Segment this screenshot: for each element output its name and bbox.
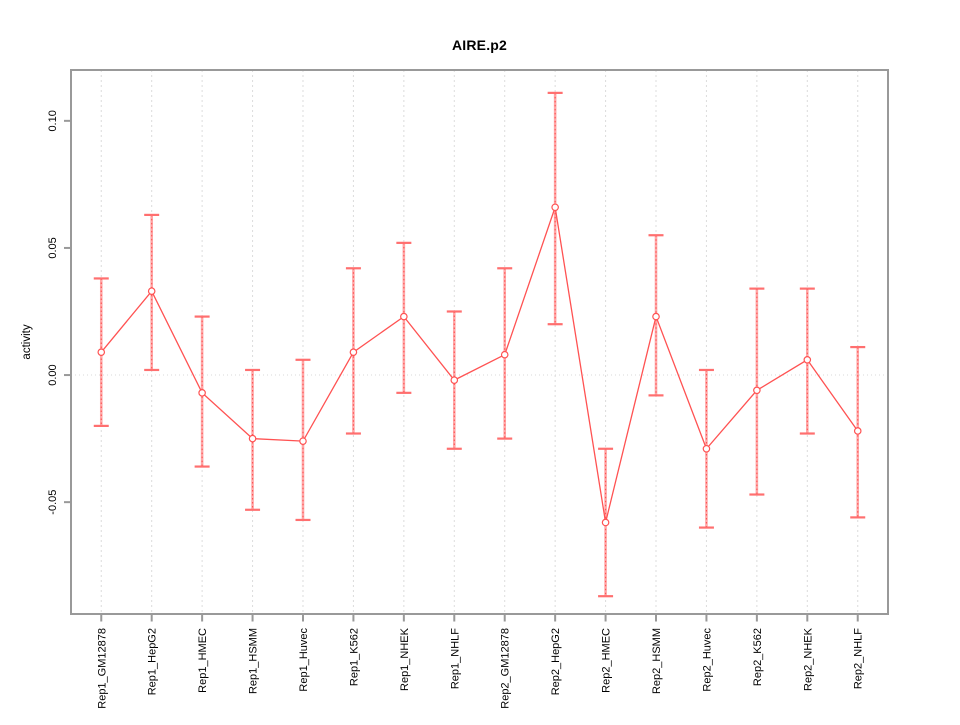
data-point-marker	[248, 434, 257, 443]
data-point-marker	[198, 389, 206, 397]
y-tick-label: -0.05	[47, 490, 59, 515]
data-point-marker	[853, 427, 862, 435]
data-point-marker	[97, 348, 106, 356]
x-tick-label: Rep2_Huvec	[701, 628, 713, 692]
x-tick-label: Rep1_K562	[348, 628, 360, 686]
x-tick-label: Rep1_NHEK	[399, 627, 411, 691]
x-tick-label: Rep2_HMEC	[601, 628, 613, 693]
x-tick-label: Rep1_Huvec	[298, 628, 310, 692]
data-point-marker	[702, 444, 711, 453]
x-tick-label: Rep1_NHLF	[449, 628, 461, 689]
x-tick-label: Rep1_HMEC	[197, 628, 209, 693]
data-point-marker	[147, 287, 156, 295]
y-tick-label: 0.10	[47, 110, 59, 131]
plot-border	[70, 69, 889, 615]
data-point-marker	[450, 376, 459, 384]
x-tick-label: Rep1_GM12878	[96, 628, 108, 709]
data-point-marker	[803, 355, 812, 364]
x-tick-label: Rep2_NHLF	[853, 628, 865, 689]
x-tick-label: Rep2_HSMM	[651, 628, 663, 694]
data-point-marker	[551, 203, 559, 212]
y-axis-title: activity	[21, 324, 33, 360]
x-tick-label: Rep1_HepG2	[147, 628, 159, 695]
x-tick-label: Rep2_HepG2	[550, 628, 562, 695]
x-tick-label: Rep2_K562	[752, 628, 764, 686]
y-tick-label: 0.05	[47, 237, 59, 258]
x-tick-label: Rep2_NHEK	[802, 627, 814, 691]
plot-title: AIRE.p2	[451, 37, 508, 53]
data-point-marker	[753, 386, 761, 395]
data-point-marker	[500, 350, 509, 359]
series-line	[100, 207, 859, 523]
data-point-marker	[400, 312, 408, 321]
x-tick-label: Rep1_HSMM	[248, 628, 260, 694]
data-point-marker	[652, 312, 660, 321]
data-point-marker	[601, 518, 610, 527]
x-tick-label: Rep2_GM12878	[500, 628, 512, 709]
data-point-marker	[349, 348, 358, 356]
data-point-marker	[299, 437, 307, 445]
y-tick-label: 0.00	[47, 364, 59, 385]
